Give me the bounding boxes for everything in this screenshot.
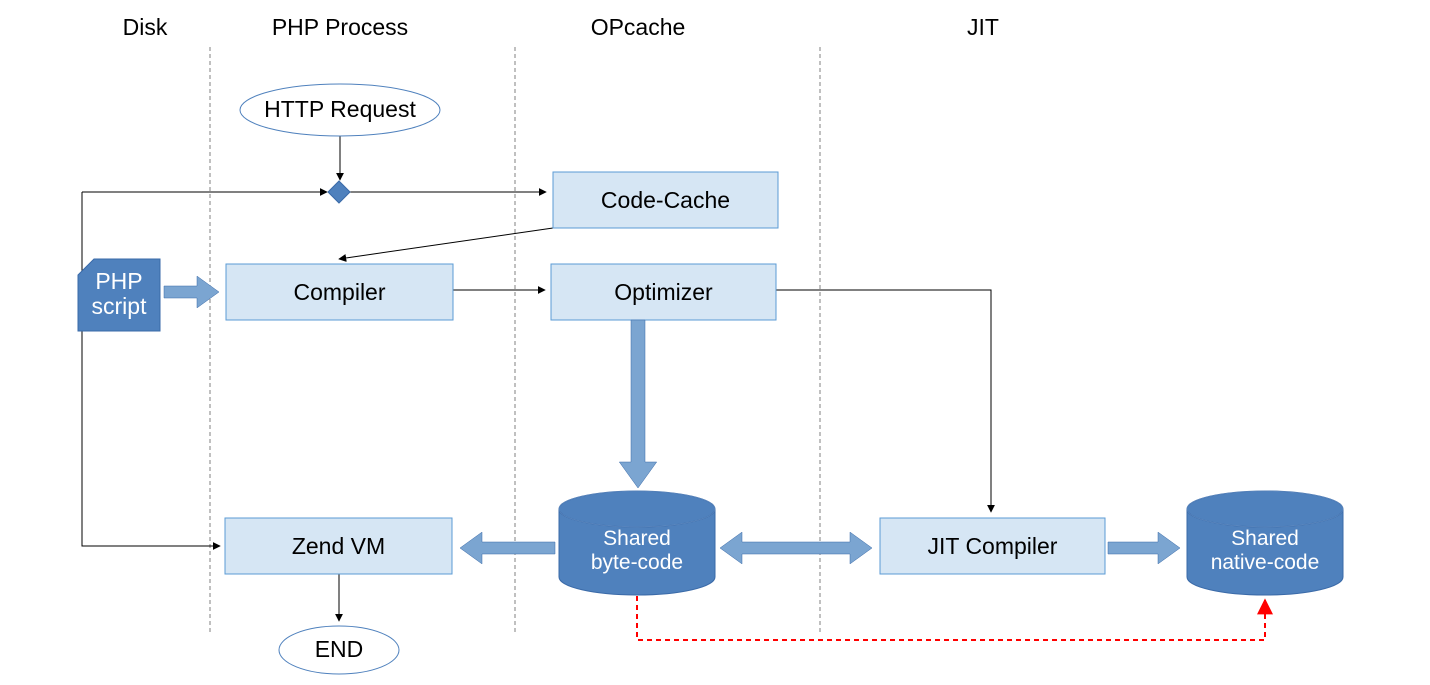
thick-edge-php-to-compiler (164, 276, 219, 308)
svg-text:Shared: Shared (603, 527, 671, 550)
node-php_script: PHPscript (78, 259, 160, 331)
col-label-jit: JIT (967, 14, 999, 40)
svg-text:Code-Cache: Code-Cache (601, 187, 730, 213)
svg-text:PHP: PHP (95, 268, 142, 294)
edge-codecache-to-compiler-diag (339, 228, 553, 259)
thick-edge-bytecode-jit-double (720, 532, 872, 564)
svg-text:Shared: Shared (1231, 527, 1299, 550)
edge-optimizer-to-jit-poly (776, 290, 991, 512)
col-label-php: PHP Process (272, 14, 408, 40)
node-shared_byte: Sharedbyte-code (559, 491, 715, 595)
thick-edge-optimizer-to-bytecode (619, 320, 656, 488)
thick-edge-jit-to-native (1108, 532, 1180, 564)
svg-text:JIT Compiler: JIT Compiler (928, 533, 1058, 559)
edge-bytecode-native-red (637, 596, 1265, 640)
svg-text:native-code: native-code (1211, 551, 1320, 574)
node-zend_vm: Zend VM (225, 518, 452, 574)
node-compiler: Compiler (226, 264, 453, 320)
svg-text:Optimizer: Optimizer (614, 279, 713, 305)
col-label-disk: Disk (123, 14, 168, 40)
edge-decision-loop (82, 192, 220, 546)
svg-text:END: END (315, 636, 364, 662)
thick-edge-bytecode-to-zend (460, 532, 555, 564)
svg-text:Zend VM: Zend VM (292, 533, 385, 559)
svg-text:byte-code: byte-code (591, 551, 683, 574)
node-shared_native: Sharednative-code (1187, 491, 1343, 595)
node-optimizer: Optimizer (551, 264, 776, 320)
node-decision (328, 181, 350, 203)
node-code_cache: Code-Cache (553, 172, 778, 228)
node-http_request: HTTP Request (240, 84, 440, 136)
svg-text:HTTP Request: HTTP Request (264, 96, 416, 122)
node-end: END (279, 626, 399, 674)
col-label-opcache: OPcache (591, 14, 686, 40)
svg-text:script: script (92, 293, 148, 319)
svg-text:Compiler: Compiler (293, 279, 385, 305)
node-jit_compiler: JIT Compiler (880, 518, 1105, 574)
